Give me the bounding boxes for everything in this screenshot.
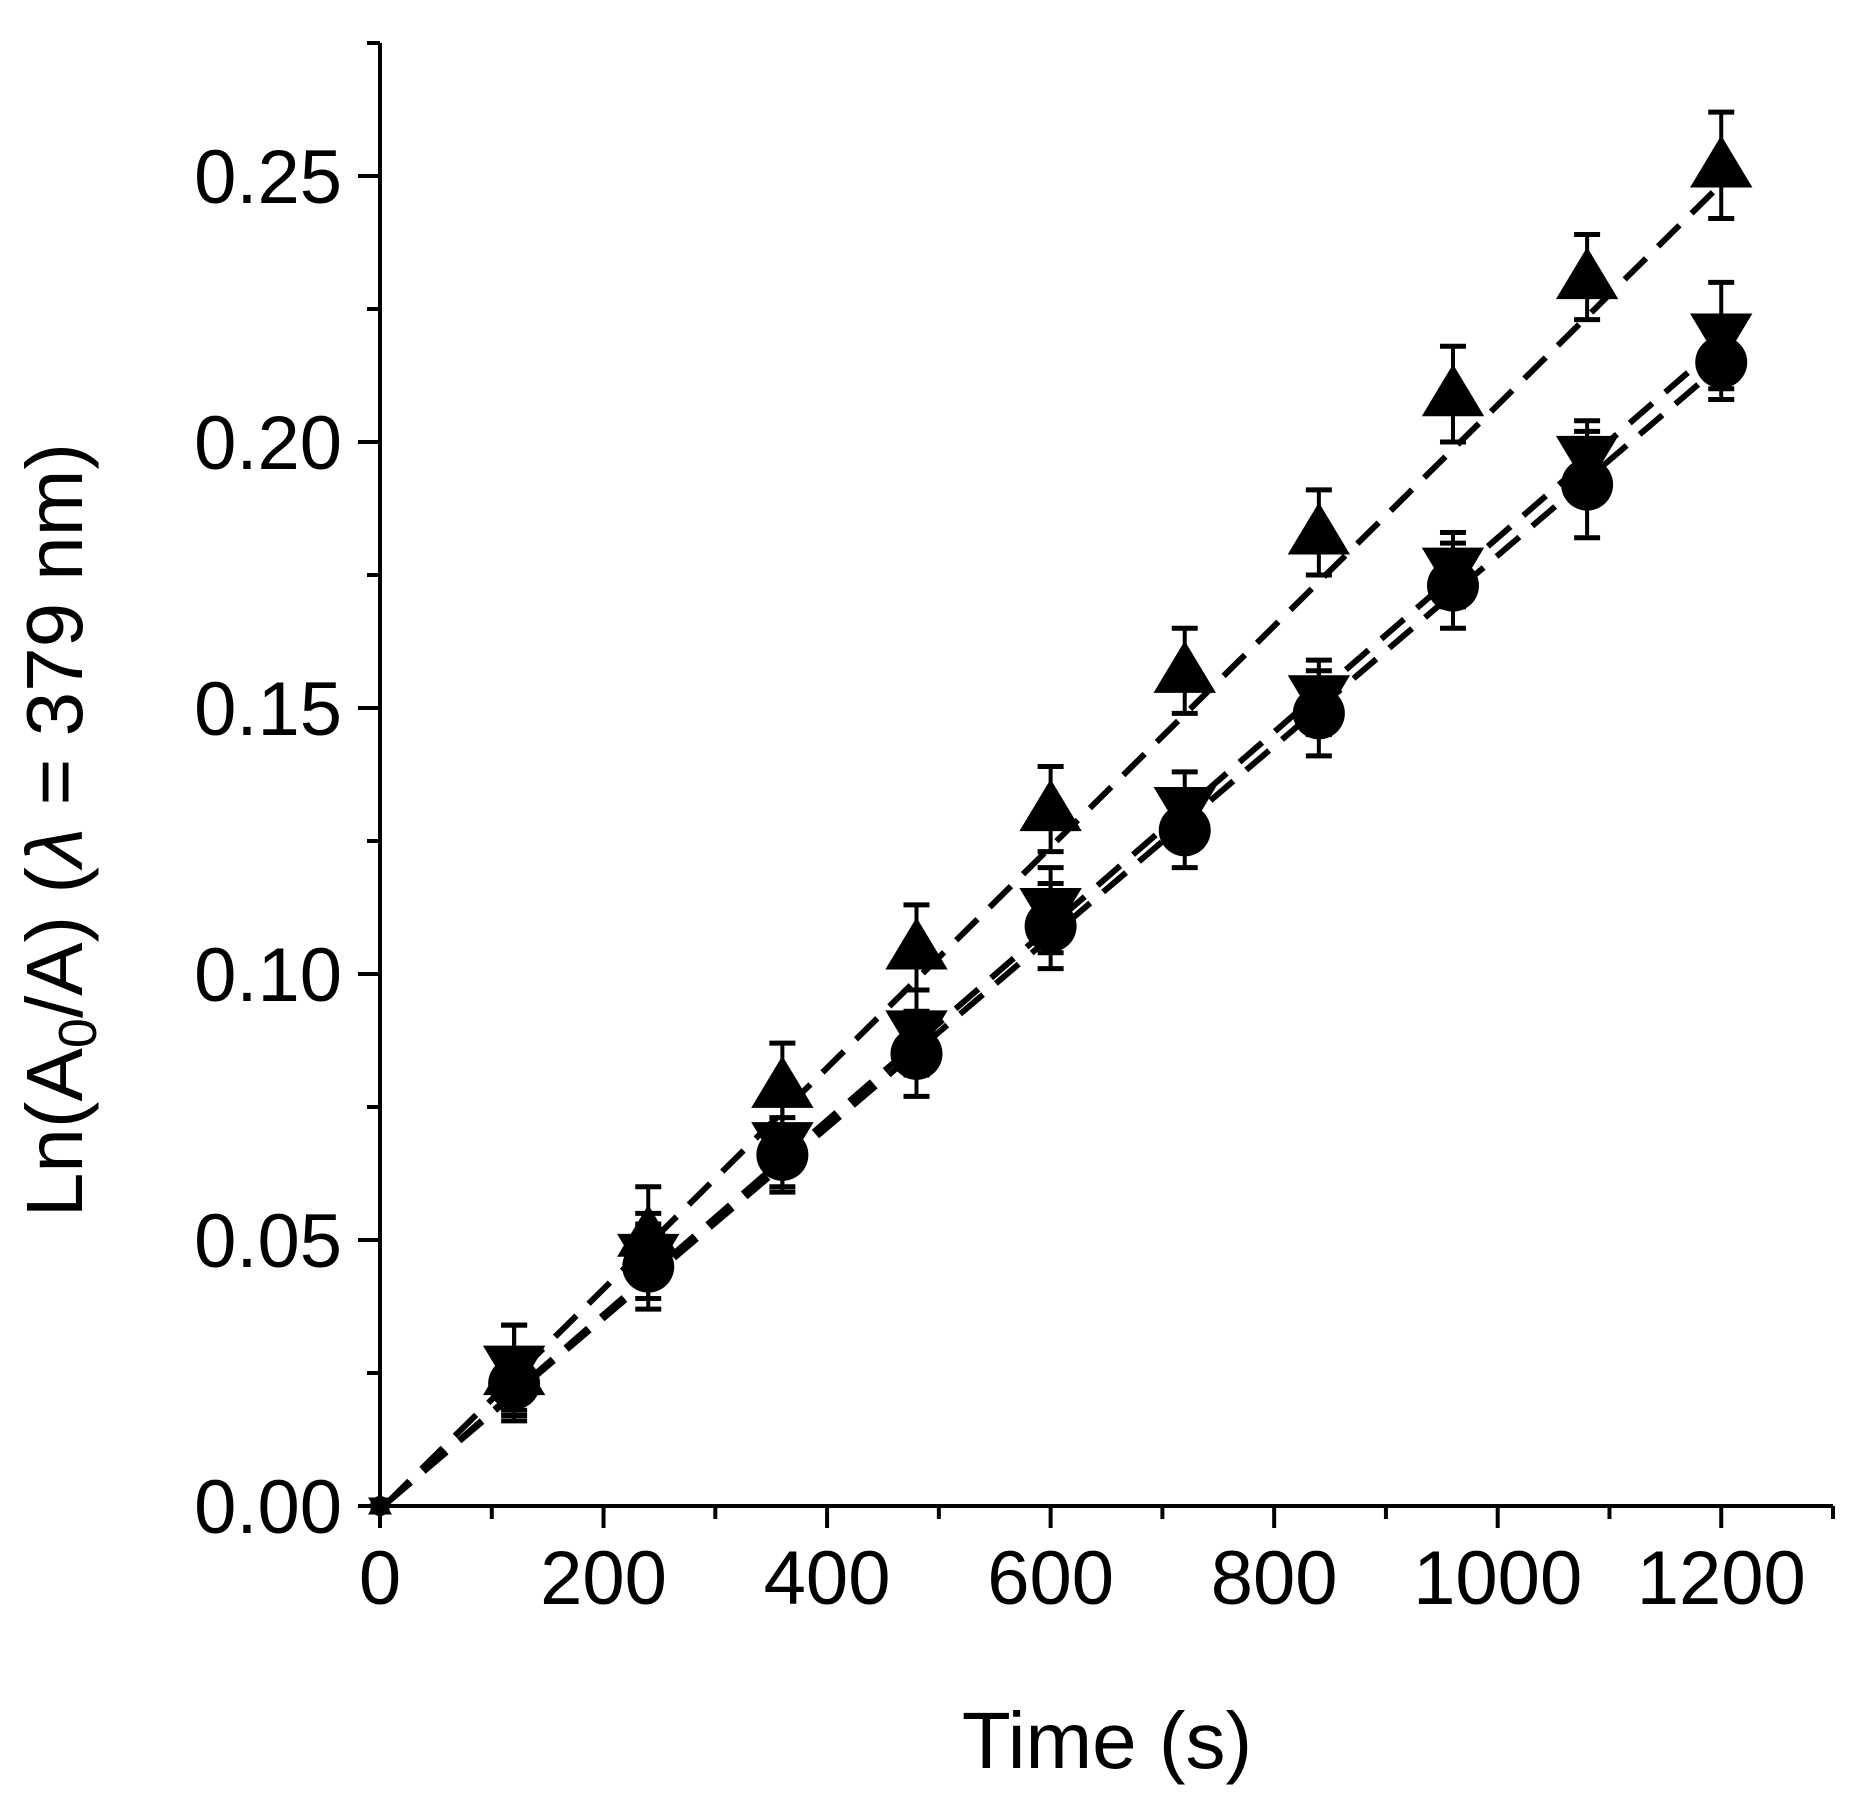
y-tick-label: 0.05 [194,1199,342,1284]
marker-triangle-up [1153,640,1216,693]
x-tick-label: 1000 [1413,1536,1582,1621]
x-tick-label: 1200 [1637,1536,1806,1621]
error-bars [501,109,1735,1424]
marker-circle [622,1240,675,1293]
y-tick-label: 0.00 [194,1465,342,1550]
fit-line-triangle-up [385,181,1724,1505]
y-tick-label: 0.10 [194,933,342,1018]
marker-circle [488,1357,541,1410]
x-tick-label: 400 [764,1536,891,1621]
x-axis-title: Time (s) [962,1696,1252,1785]
marker-circle [890,1027,943,1080]
y-axis-title-subscript: 0 [48,1018,108,1048]
marker-triangle-up [751,1055,814,1108]
marker-triangle-up [1555,247,1619,300]
x-tick-label: 200 [540,1536,667,1621]
y-axis-title: Ln(A0/A) (λ = 379 nm) [10,443,108,1217]
marker-circle [1292,687,1345,740]
x-tick-label: 800 [1211,1536,1338,1621]
y-tick-label: 0.20 [194,401,342,486]
fit-lines [385,181,1724,1505]
marker-triangle-up [885,917,948,970]
marker-circle [1426,559,1479,612]
x-tick-label: 0 [359,1536,401,1621]
x-tick-label: 600 [987,1536,1114,1621]
axes [358,41,1835,1528]
marker-circle [1695,336,1748,389]
marker-triangle-up [1019,779,1082,832]
y-tick-label: 0.25 [194,135,342,220]
marker-triangle-up [1287,502,1351,555]
y-tick-label: 0.15 [194,667,342,752]
marker-circle [1158,804,1211,857]
marker-triangle-up [1421,364,1485,417]
marker-circle [1024,900,1077,953]
marker-triangle-up [1690,135,1753,188]
data-markers [368,135,1753,1518]
marker-circle [756,1128,809,1181]
marker-circle [1561,458,1614,511]
tick-labels: 0 200 400 600 800 1000 1200 0.00 0.05 0.10 0.15 0.2… [194,135,1806,1621]
fit-line-circle [386,362,1724,1505]
